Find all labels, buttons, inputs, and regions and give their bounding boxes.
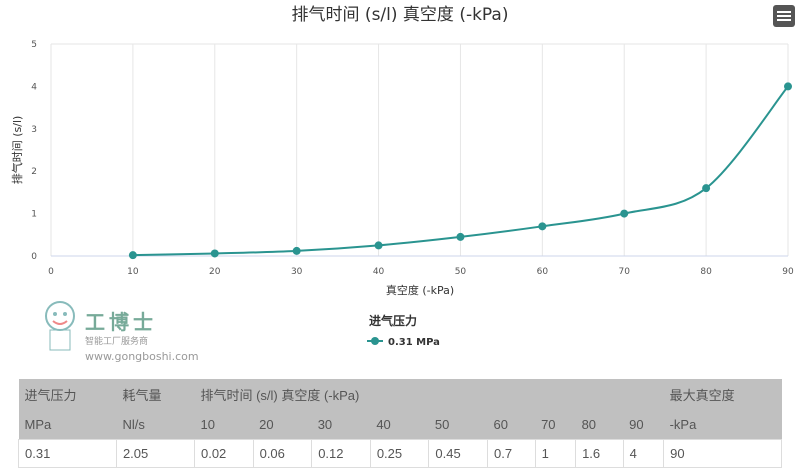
x-tick-label: 10 [127,267,139,277]
hamburger-menu-icon[interactable] [773,5,795,27]
data-point[interactable] [702,184,711,193]
x-tick-label: 80 [700,267,712,277]
table-cell: 90 [663,439,782,468]
data-point[interactable] [538,222,547,231]
unit-header: Nl/s [116,409,195,440]
unit-header: 70 [535,409,576,440]
table-cell: 2.05 [115,439,195,468]
data-point[interactable] [620,209,629,218]
data-point[interactable] [456,232,465,241]
unit-header: -kPa [663,409,782,440]
table-header-row: 进气压力 耗气量 排气时间 (s/l) 真空度 (-kPa) 最大真空度 [18,379,782,409]
unit-header: 40 [370,409,429,440]
table-cell: 1 [534,439,577,468]
legend-item[interactable]: 0.31 MPa [367,337,440,348]
data-table: 进气压力 耗气量 排气时间 (s/l) 真空度 (-kPa) 最大真空度 MPa… [18,379,782,468]
unit-header: 20 [253,409,312,440]
unit-header: 50 [428,409,488,440]
watermark-logo: 工博士 智能工厂服务商 www.gongboshi.com [40,298,240,374]
table-cell: 0.7 [487,439,536,468]
data-point[interactable] [210,249,219,258]
table-cell: 0.25 [369,439,430,468]
table-cell: 0.12 [311,439,371,468]
table-cell: 4 [622,439,665,468]
watermark-brand: 工博士 [85,310,157,334]
y-tick-label: 2 [31,167,37,177]
y-tick-label: 0 [31,252,37,262]
unit-header: 80 [575,409,624,440]
line-chart: 排气时间 (s/l) 真空度 (-kPa) 0 10 20 30 40 50 60 70 80 9… [10,5,794,348]
table-row: 0.31 2.05 0.02 0.06 0.12 0.25 0.45 0.7 1 1.6 4 90 [18,439,782,468]
data-point[interactable] [784,82,792,91]
unit-header: 60 [487,409,536,440]
unit-header: 10 [194,409,254,440]
header-max-vacuum: 最大真空度 [663,379,782,409]
data-point[interactable] [128,251,137,260]
table-cell: 1.6 [575,439,624,468]
table-cell: 0.45 [428,439,489,468]
y-tick-label: 5 [31,40,37,50]
mascot-icon [45,301,75,351]
table-cell: 0.06 [252,439,313,468]
watermark-tagline: 智能工厂服务商 [85,337,149,347]
table-cell: 0.31 [18,439,117,468]
data-point[interactable] [374,241,383,250]
x-tick-label: 30 [291,267,303,277]
table-cell: 0.02 [193,439,254,468]
y-tick-label: 4 [31,82,37,92]
x-tick-label: 20 [209,267,221,277]
legend-title: 进气压力 [369,313,417,328]
watermark-url: www.gongboshi.com [85,350,199,363]
y-tick-label: 1 [31,210,37,220]
header-air-consumption: 耗气量 [116,379,195,409]
table-units-row: MPa Nl/s 10 20 30 40 50 60 70 80 90 -kPa [18,409,782,440]
header-evacuation-time: 排气时间 (s/l) 真空度 (-kPa) [194,379,664,409]
chart-title: 排气时间 (s/l) 真空度 (-kPa) [292,5,509,25]
x-tick-label: 0 [48,267,54,277]
y-axis-label: 排气时间 (s/l) [10,116,24,185]
x-tick-label: 90 [782,267,794,277]
unit-header: 30 [311,409,371,440]
header-inlet-pressure: 进气压力 [18,379,117,409]
x-axis-label: 真空度 (-kPa) [386,283,454,297]
unit-header: 90 [623,409,664,440]
x-tick-label: 50 [455,267,467,277]
unit-header: MPa [18,409,117,440]
data-point[interactable] [292,246,301,255]
x-tick-label: 70 [618,267,630,277]
x-tick-label: 40 [373,267,385,277]
x-tick-label: 60 [537,267,549,277]
legend-label: 0.31 MPa [388,337,440,348]
y-tick-label: 3 [31,125,37,135]
legend-marker [371,337,379,345]
